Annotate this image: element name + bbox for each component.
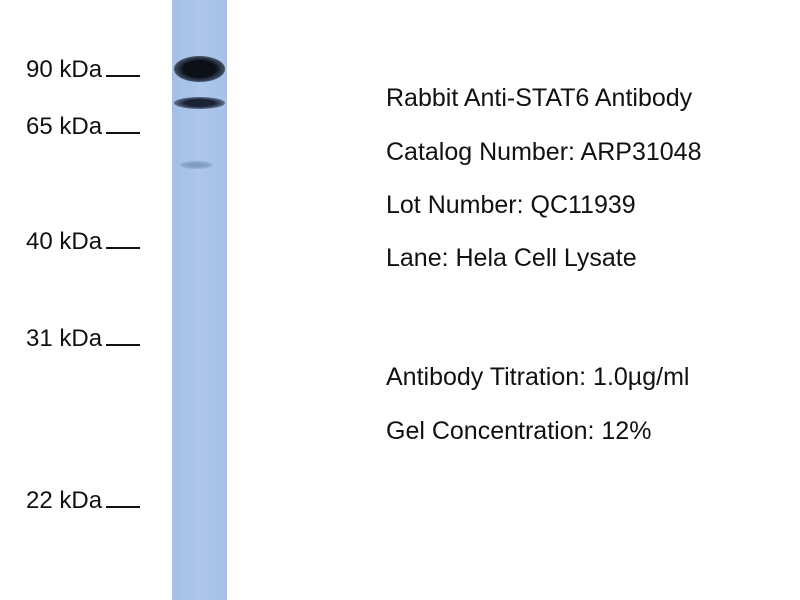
marker-90kda: 90 kDa [26,56,141,84]
marker-tick [106,506,141,508]
blot-lane [172,0,227,600]
marker-40kda: 40 kDa [26,228,141,256]
marker-label: 31 kDa [26,325,103,352]
catalog-number: Catalog Number: ARP31048 [386,138,702,166]
marker-label: 90 kDa [26,56,103,83]
marker-tick [106,132,141,134]
marker-label: 65 kDa [26,113,103,140]
gel-concentration: Gel Concentration: 12% [386,417,652,445]
marker-tick [106,344,141,346]
antibody-name: Rabbit Anti-STAT6 Antibody [386,84,693,112]
antibody-titration: Antibody Titration: 1.0µg/ml [386,363,690,391]
band-secondary [174,97,225,109]
band-main [174,56,225,82]
marker-22kda: 22 kDa [26,487,141,515]
marker-65kda: 65 kDa [26,113,141,141]
marker-tick [106,247,141,249]
lot-number: Lot Number: QC11939 [386,191,636,219]
band-faint [180,161,213,169]
marker-tick [106,75,141,77]
marker-31kda: 31 kDa [26,325,141,353]
marker-label: 40 kDa [26,228,103,255]
lane-description: Lane: Hela Cell Lysate [386,244,637,272]
marker-label: 22 kDa [26,487,103,514]
